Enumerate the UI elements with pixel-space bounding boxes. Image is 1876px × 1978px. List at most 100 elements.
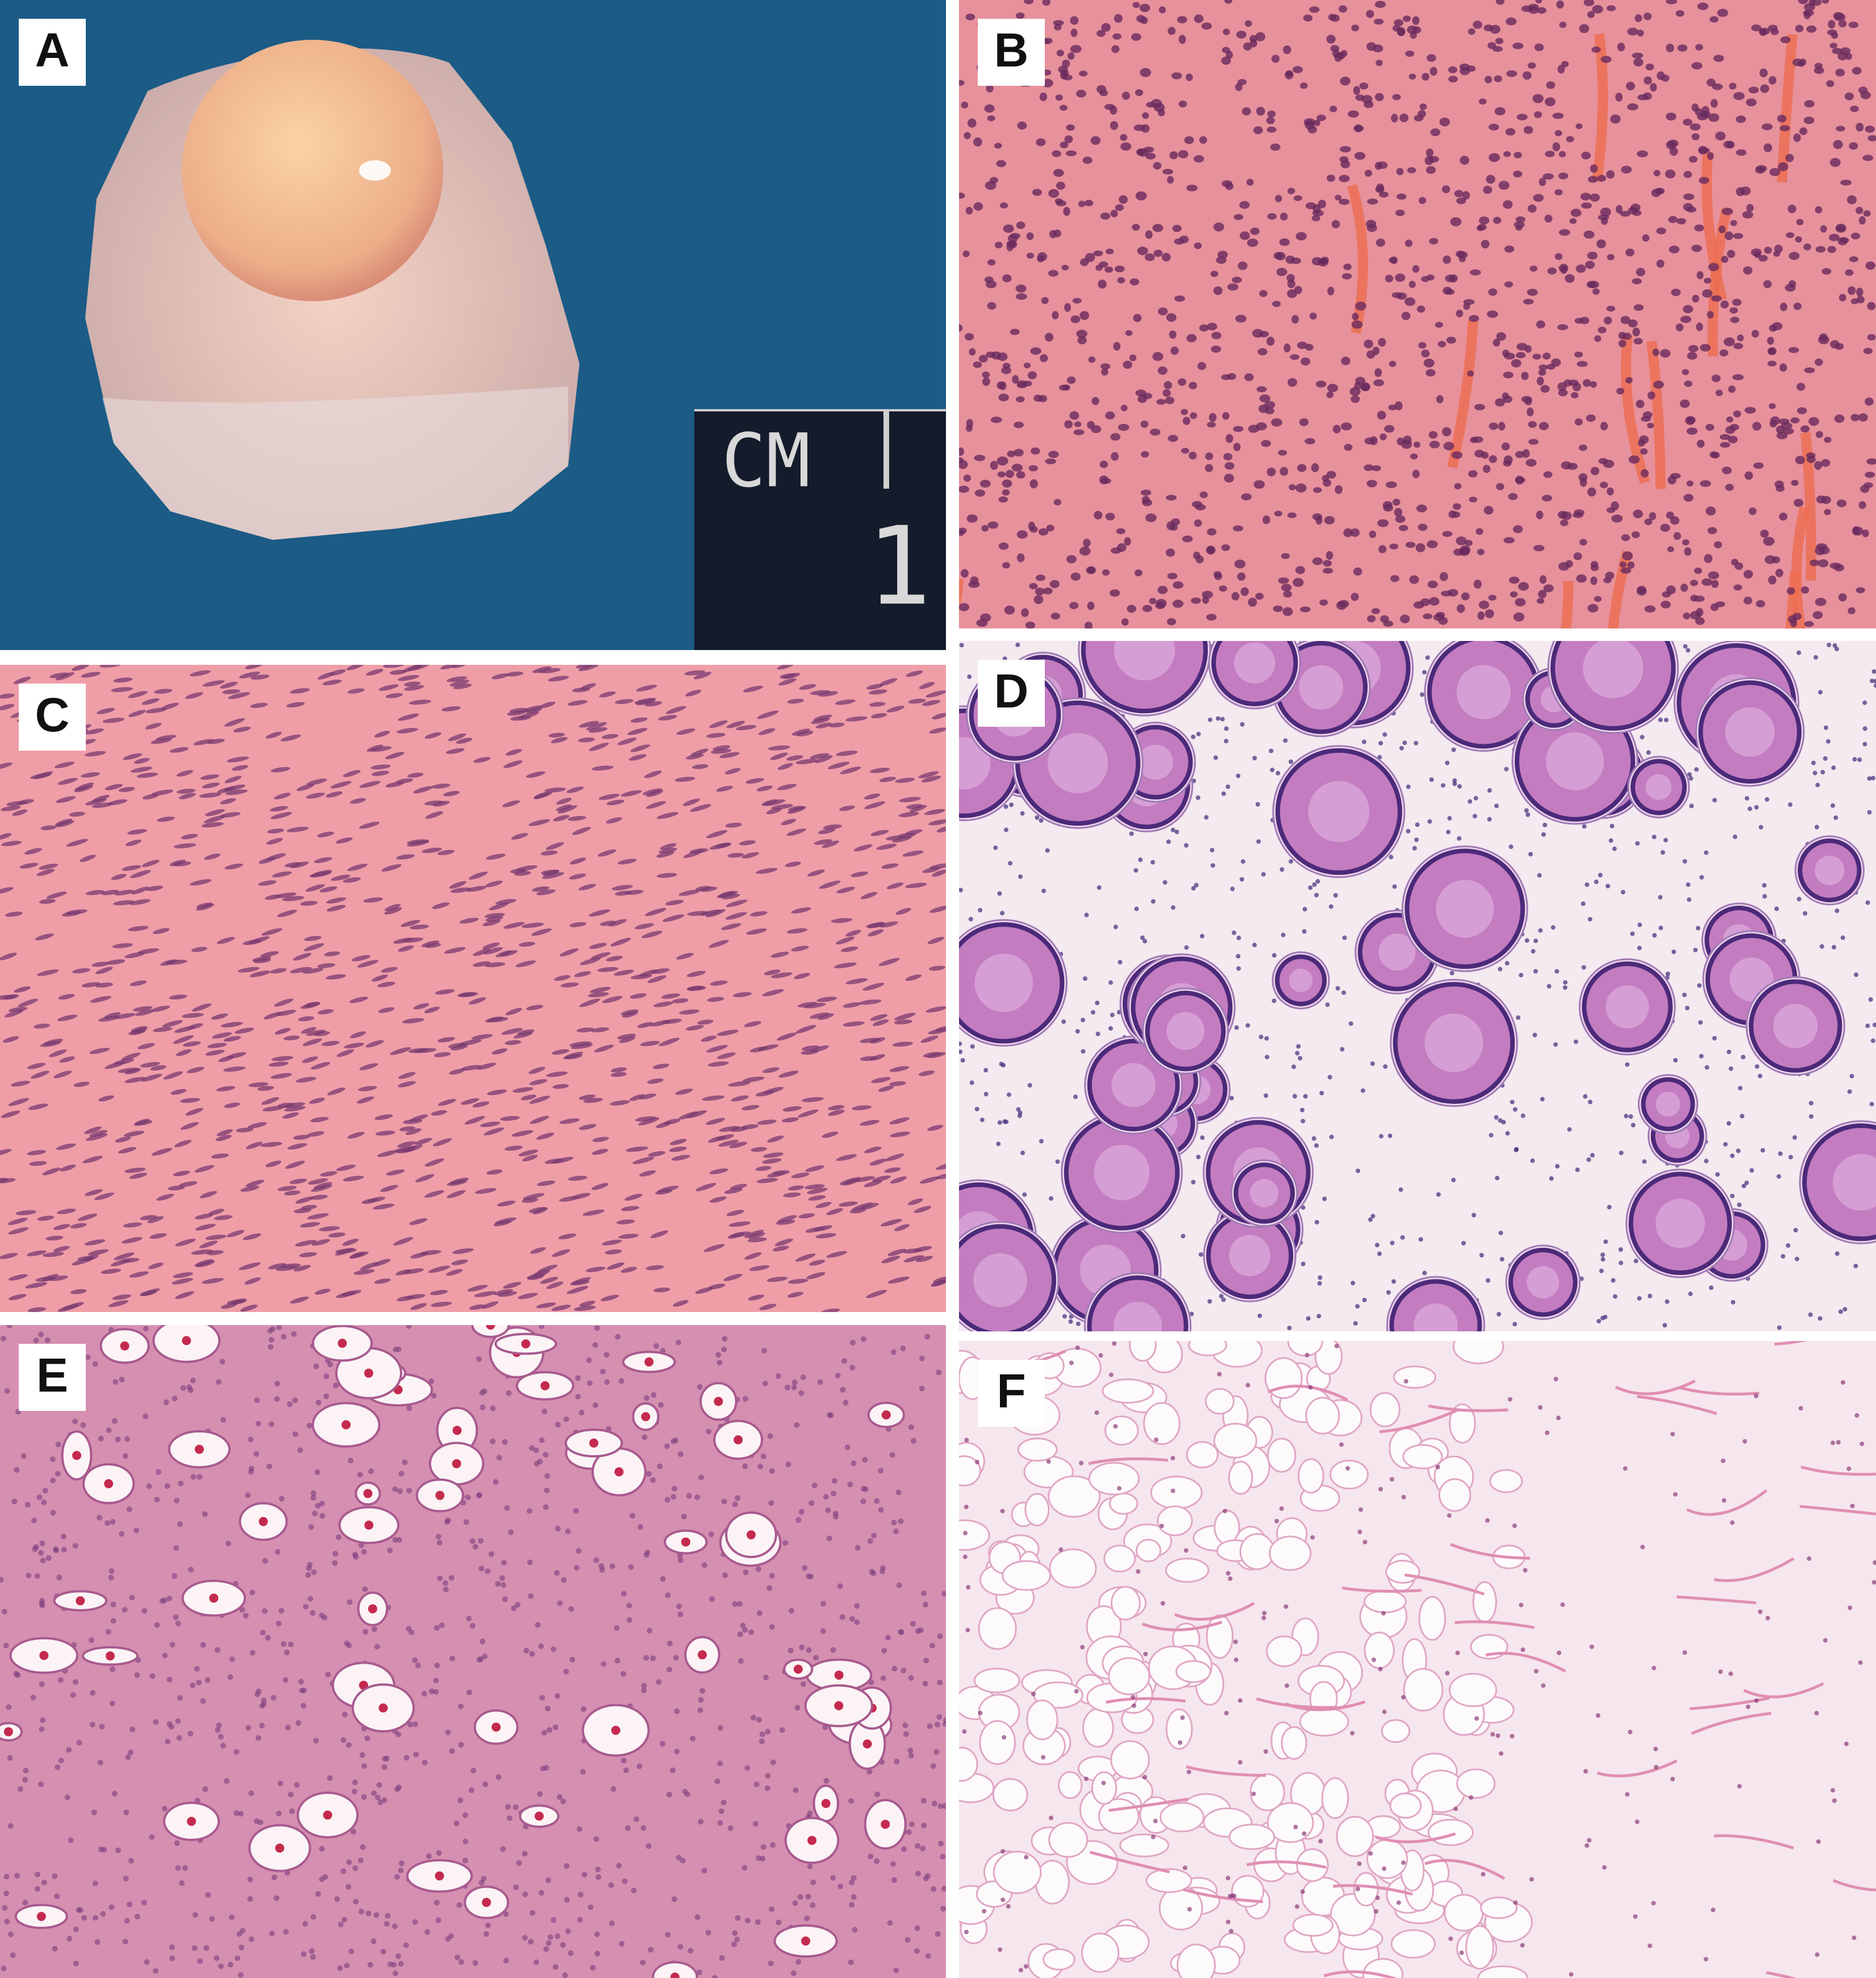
nucleus [658,715,677,721]
nucleus [573,1565,580,1571]
rbc [378,1703,388,1713]
cell [959,888,963,893]
nucleus [1714,541,1723,549]
nucleus [630,717,648,723]
nucleus [307,1178,328,1185]
nucleus [1649,512,1657,520]
nucleus [1521,372,1529,380]
nucleus [1421,349,1430,357]
nucleus [1855,207,1864,214]
nucleus [1689,156,1698,163]
nucleus [97,1514,103,1521]
cell [1553,1042,1558,1047]
cell [1191,1180,1196,1185]
cell [1814,824,1819,830]
nucleus [706,1044,728,1053]
cell [983,1068,989,1073]
nucleus [1712,83,1723,90]
nucleus [753,1781,760,1788]
nucleus [810,1879,816,1885]
nucleus [197,1958,203,1964]
nucleus [686,1025,704,1031]
nucleus [1538,589,1547,599]
nucleus [1524,345,1532,353]
nucleus [820,1308,840,1312]
nucleus [304,936,322,942]
nucleus [1027,371,1037,380]
cell [1143,939,1148,944]
nucleus [898,811,919,817]
nucleus [1492,46,1503,52]
nucleus [1779,363,1787,372]
nucleus [1213,222,1224,232]
nucleus [959,603,970,611]
nucleus [1070,315,1081,323]
cell [1619,1150,1624,1155]
nucleus [922,1680,928,1686]
nucleus [716,891,738,898]
nucleus [782,1117,799,1123]
nucleus [180,1385,186,1391]
nucleus [470,1768,477,1774]
nucleus [349,798,366,804]
nucleus [592,1136,609,1142]
nucleus [295,1240,317,1247]
nucleus [285,1725,291,1731]
cell [1652,933,1657,938]
nucleus [364,1735,370,1742]
nucleus [1744,407,1756,414]
nucleus [1858,501,1866,509]
nucleus [719,1126,740,1132]
nucleus [1049,580,1060,588]
nucleus [637,1022,654,1028]
nucleus [39,899,56,904]
nucleus [1137,148,1149,157]
cell [1648,1293,1653,1298]
nucleus [1575,264,1586,273]
nucleus [194,1165,215,1173]
nucleus [1521,395,1532,403]
nucleus [1656,259,1665,268]
nucleus [551,1156,574,1164]
nucleus [929,1642,936,1648]
nucleus [319,1513,326,1519]
nucleus [644,908,666,917]
nucleus [106,1427,112,1434]
nucleus [14,986,31,993]
nucleus [1207,528,1217,536]
rbc [670,1972,679,1978]
nucleus [539,1694,545,1701]
nucleus [709,1196,727,1203]
nucleus [1011,464,1023,472]
ruler-unit: CM [722,418,811,504]
nucleus [1858,86,1868,94]
cell [1264,1036,1269,1041]
nucleus [653,1343,660,1349]
nucleus [1323,568,1333,574]
cell [1445,760,1450,765]
nucleus [864,801,886,809]
nucleus [322,1614,328,1621]
nucleus [105,1061,127,1069]
nucleus [632,1156,654,1164]
nucleus [729,1126,748,1132]
nucleus [872,1019,889,1026]
nucleus [347,864,368,871]
cell [1731,1300,1736,1305]
nucleus [214,1215,233,1221]
cell [1628,1114,1633,1119]
nucleus [1558,264,1569,273]
nucleus [1799,59,1807,66]
nucleus [555,1933,561,1939]
nucleus [940,1854,946,1860]
nucleus [1621,534,1631,542]
nucleus [520,1094,537,1101]
nucleus [391,1923,398,1929]
nucleus [428,1265,451,1273]
nucleus [1680,584,1689,592]
nucleus [310,1194,328,1200]
nucleus [55,1764,61,1771]
cell [1240,722,1245,727]
nucleus [319,1846,325,1852]
nucleus [1137,395,1147,403]
